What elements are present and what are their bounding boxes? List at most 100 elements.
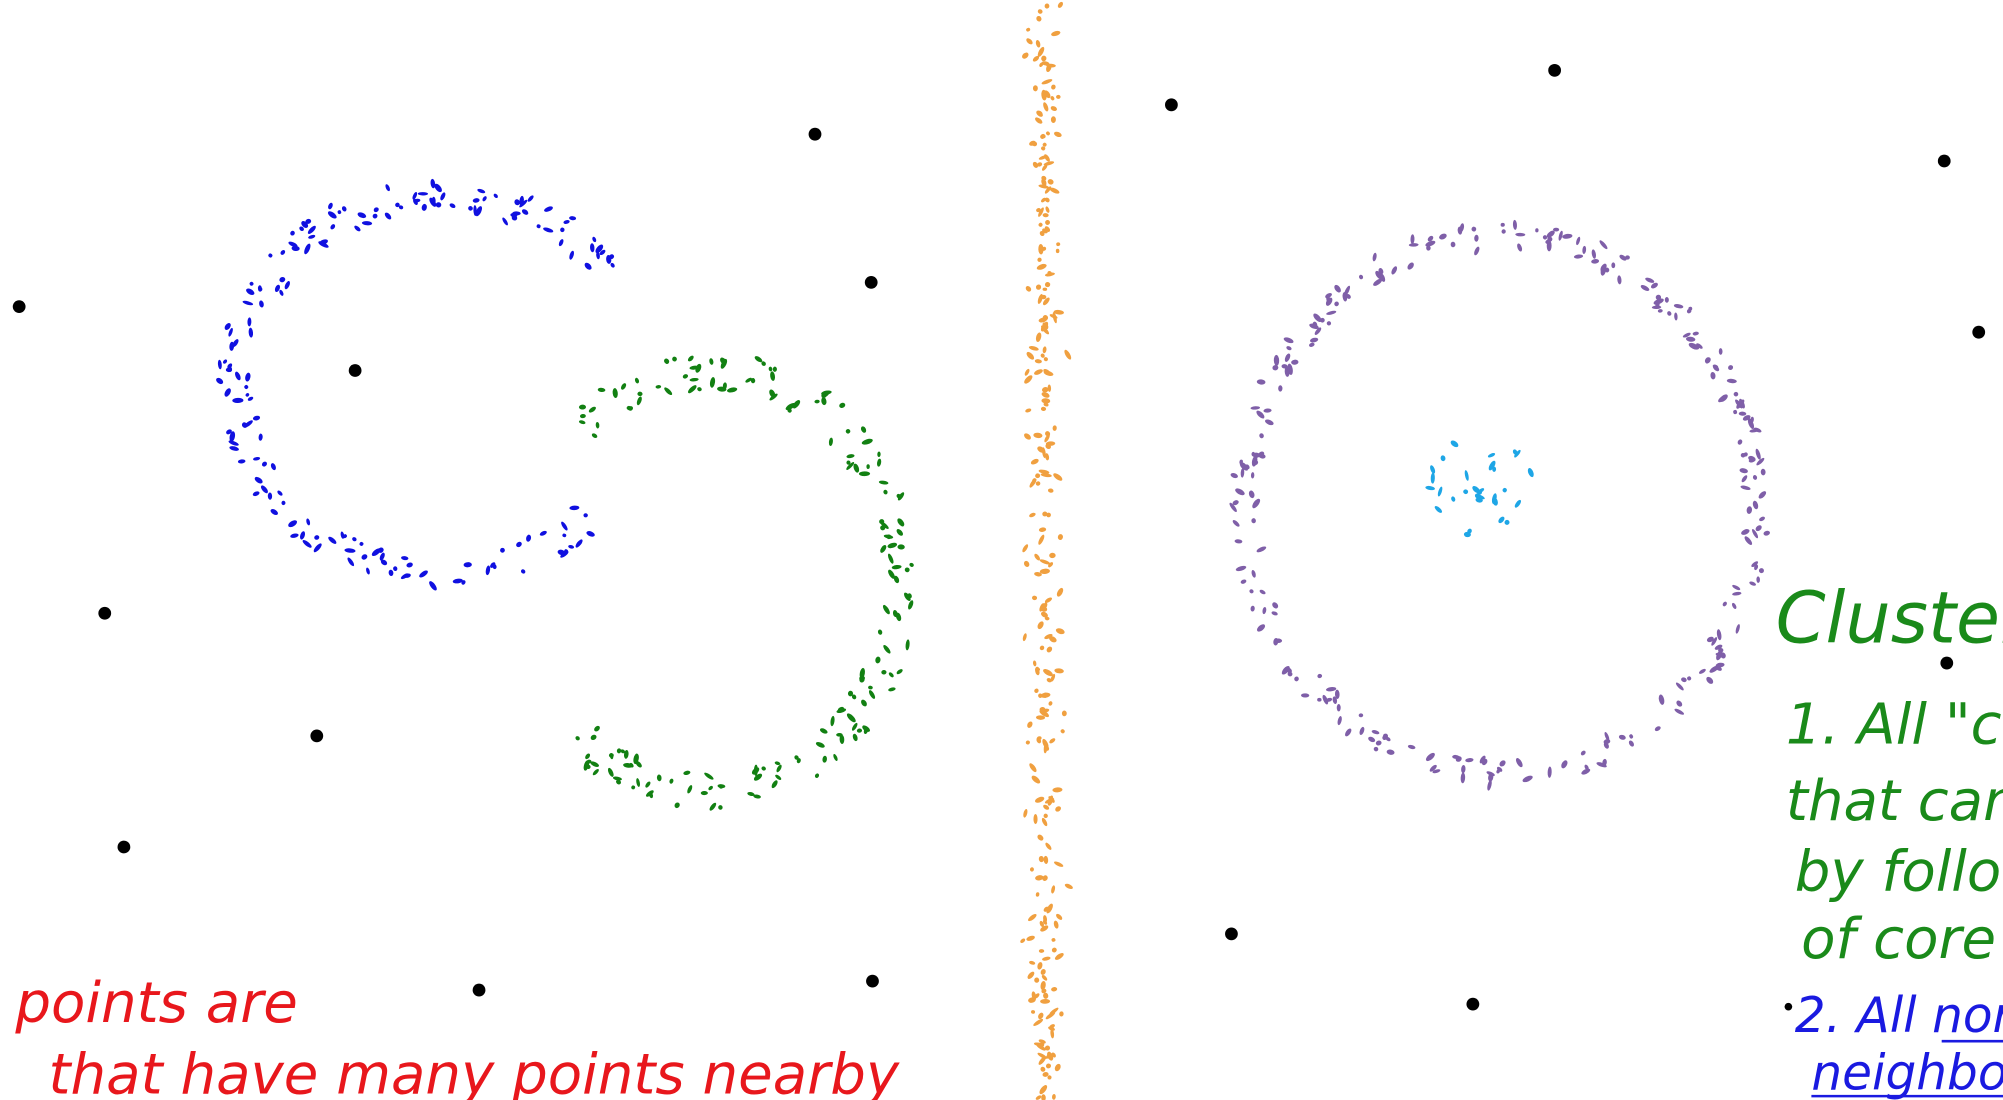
line-point: [1036, 1043, 1046, 1051]
moon-point: [274, 284, 281, 292]
line-point: [1045, 441, 1056, 446]
ring-point: [1651, 282, 1658, 289]
moon-point: [846, 461, 855, 470]
line-point: [1042, 315, 1049, 321]
ring-point: [1408, 243, 1419, 247]
ring-point: [1682, 332, 1691, 338]
moon-point: [475, 206, 483, 217]
moon-point: [502, 217, 508, 226]
line-point: [1048, 1026, 1055, 1031]
ring-point: [1752, 475, 1758, 480]
moon-point: [909, 562, 914, 567]
line-point: [1040, 611, 1048, 618]
moon-point: [719, 784, 724, 789]
line-point: [1033, 432, 1043, 439]
line-point: [1038, 1039, 1046, 1044]
ring-point: [1640, 285, 1650, 291]
line-point: [1035, 892, 1040, 897]
moon-point: [430, 178, 436, 189]
ring-point: [1581, 768, 1591, 775]
moon-point: [452, 578, 463, 584]
line-point: [1041, 55, 1047, 62]
ring-point: [1234, 539, 1243, 544]
noise-point: [1940, 656, 1954, 670]
moon-point: [412, 192, 418, 200]
moon-point: [904, 592, 911, 602]
ring-point: [1617, 275, 1622, 285]
ring-point: [1300, 693, 1310, 698]
note-text: of core: [1801, 907, 1996, 972]
ring-point: [1427, 235, 1434, 242]
line-point: [1044, 634, 1053, 640]
moon-point: [299, 226, 304, 232]
ring-point: [1747, 418, 1755, 429]
line-point: [1046, 131, 1050, 136]
line-point: [1055, 806, 1061, 812]
line-point: [1042, 213, 1049, 218]
ring-point: [1407, 744, 1416, 750]
noise-point: [1784, 1002, 1793, 1011]
line-point: [1038, 222, 1043, 227]
ring-point: [1286, 346, 1292, 351]
line-point: [1025, 740, 1030, 745]
moon-point: [883, 489, 888, 495]
ring-point: [1382, 735, 1387, 741]
line-point: [1043, 855, 1049, 864]
ring-point: [1313, 313, 1322, 323]
line-point: [1051, 84, 1056, 90]
moon-point: [608, 753, 614, 758]
line-point: [1041, 61, 1050, 66]
moon-point: [586, 531, 595, 537]
moon-point: [887, 553, 894, 564]
line-point: [1038, 207, 1044, 217]
moon-point: [772, 366, 777, 372]
line-point: [1044, 798, 1055, 804]
ring-point: [1738, 411, 1747, 416]
moon-point: [623, 763, 634, 768]
ring-point: [1715, 665, 1722, 671]
moon-point: [378, 547, 384, 553]
line-point: [1025, 408, 1032, 413]
noise-point: [98, 606, 112, 620]
noise-point: [310, 729, 324, 743]
ring-point: [1256, 624, 1266, 632]
moon-point: [247, 317, 252, 327]
noise-point: [117, 840, 131, 854]
moon-point: [429, 581, 437, 591]
line-point: [1034, 553, 1041, 561]
ring-point: [1604, 731, 1610, 742]
ring-point: [1250, 605, 1255, 612]
moon-point: [709, 377, 716, 388]
moon-point: [878, 480, 889, 485]
moon-point: [588, 406, 596, 413]
moon-point: [720, 358, 728, 369]
line-point: [1035, 332, 1042, 342]
moon-point: [847, 690, 854, 697]
line-point: [1043, 668, 1053, 677]
ring-point: [1452, 754, 1460, 759]
moon-point: [575, 539, 583, 548]
moon-point: [560, 227, 565, 233]
line-point: [1022, 52, 1029, 59]
line-point: [1057, 1, 1063, 8]
ring-point: [1358, 274, 1364, 280]
line-point: [1023, 809, 1028, 818]
moon-point: [888, 687, 896, 692]
moon-point: [307, 225, 316, 234]
line-point: [1051, 885, 1056, 894]
ring-point: [1256, 546, 1267, 553]
moon-point: [569, 505, 580, 511]
moon-point: [314, 535, 320, 540]
ring-point: [1739, 398, 1745, 409]
moon-point: [697, 387, 702, 392]
ring-point: [1278, 385, 1283, 392]
moon-point: [620, 383, 627, 390]
moon-point: [395, 202, 400, 208]
line-point: [1037, 834, 1044, 841]
ring-point: [1281, 665, 1290, 675]
moon-point: [822, 755, 827, 763]
moon-point: [258, 433, 263, 441]
moon-point: [709, 802, 717, 811]
moon-point: [290, 533, 299, 538]
moon-point: [628, 406, 634, 411]
